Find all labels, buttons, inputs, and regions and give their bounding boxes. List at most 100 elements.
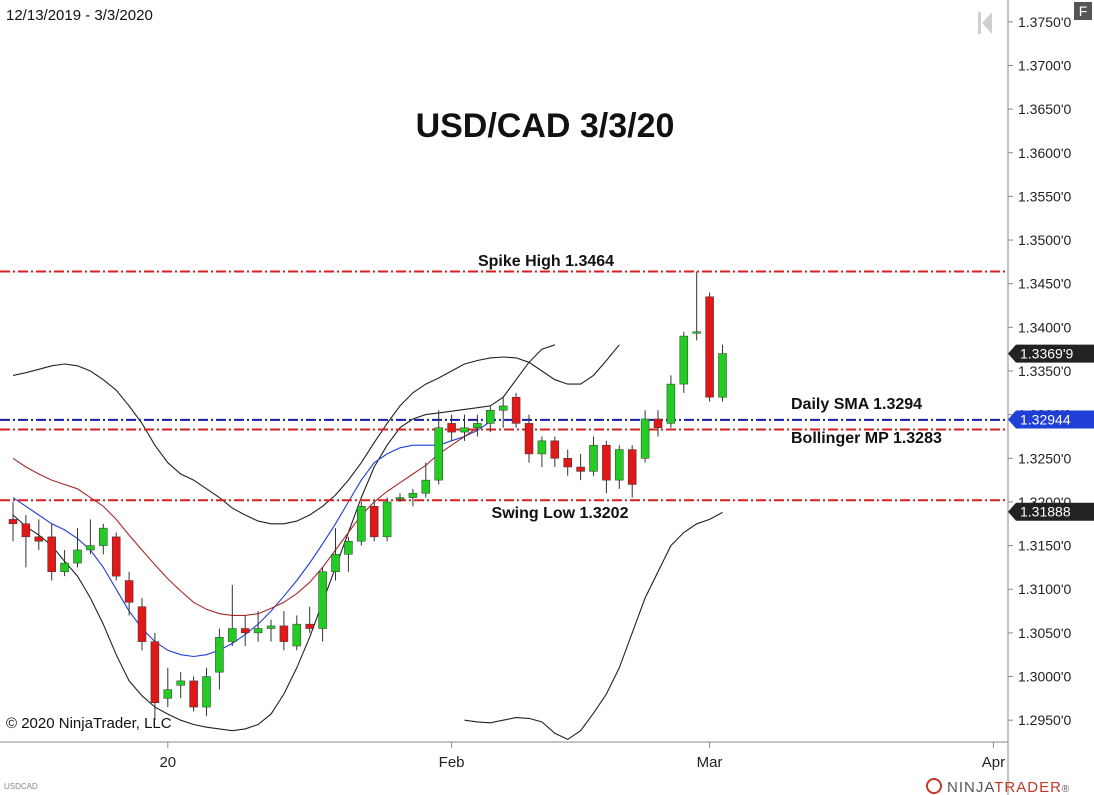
candle [176, 672, 185, 699]
candle-body [137, 606, 147, 642]
candle-body [615, 449, 624, 481]
candle [679, 331, 689, 393]
candle [408, 488, 418, 507]
candle-body [111, 536, 121, 577]
candle [653, 410, 663, 437]
candle [150, 632, 160, 721]
candle-body [563, 458, 572, 468]
candle-body [60, 562, 69, 573]
candle-body [589, 444, 598, 472]
candle [215, 628, 224, 690]
price-tag: 1.3369'9 [1008, 344, 1094, 363]
candle-body [473, 423, 482, 428]
candle-body [292, 623, 302, 647]
candle-body [344, 540, 353, 555]
indicator-upper-band [12, 344, 620, 525]
candle-body [537, 440, 547, 455]
candle [395, 493, 405, 502]
annotation-swing-low: Swing Low 1.3202 [492, 505, 629, 522]
corner-badge[interactable]: F [1074, 2, 1092, 20]
collapse-panel-icon[interactable] [978, 12, 992, 34]
candle-body [202, 676, 211, 708]
y-tick-label: 1.3450'0 [1018, 276, 1071, 292]
candle-body [679, 335, 689, 385]
candle-body [73, 549, 82, 564]
brand-accent: TRADER [994, 779, 1062, 795]
candle [279, 611, 289, 651]
candle-body [434, 427, 443, 481]
candle-body [653, 418, 663, 428]
candle-body [279, 625, 289, 642]
y-tick-label: 1.3750'0 [1018, 14, 1071, 30]
ninjatrader-logo: NINJATRADER® [926, 778, 1069, 795]
candle-body [666, 383, 676, 424]
candle [228, 584, 237, 646]
candle [369, 501, 379, 542]
price-tags: 1.3369'9 1.32944 1.31888 [1008, 344, 1094, 521]
candle [537, 436, 547, 468]
candle-body [163, 689, 173, 699]
x-tick-label: Feb [439, 754, 465, 771]
candle [524, 414, 534, 463]
candle-body [627, 449, 637, 485]
candle [111, 532, 121, 581]
brand-prefix: NINJA [947, 779, 994, 795]
candle [615, 445, 624, 489]
candle-body [357, 506, 366, 542]
candle [137, 597, 147, 651]
candle [163, 667, 173, 708]
y-tick-label: 1.3400'0 [1018, 319, 1071, 335]
candle-body [460, 427, 469, 433]
candle [266, 619, 276, 642]
candle [705, 292, 714, 402]
candle-body [511, 396, 521, 424]
date-range: 12/13/2019 - 3/3/2020 [6, 7, 153, 24]
candle-body [640, 418, 650, 459]
chart-title: USD/CAD 3/3/20 [416, 107, 675, 145]
candle-body [576, 466, 585, 472]
annotation-spike-high: Spike High 1.3464 [478, 253, 614, 270]
candle [550, 436, 560, 468]
price-tag-bg [1008, 502, 1094, 521]
candle-body [34, 536, 44, 542]
candle-body [692, 331, 701, 334]
candle [60, 549, 69, 577]
y-tick-label: 1.3500'0 [1018, 232, 1071, 248]
candle [86, 519, 95, 555]
candle [627, 445, 637, 498]
y-tick-label: 1.3550'0 [1018, 188, 1071, 204]
candle [21, 515, 31, 568]
price-tag: 1.32944 [1008, 410, 1094, 429]
price-tag-label: 1.32944 [1020, 412, 1071, 428]
candle-body [331, 554, 340, 573]
candle-body [718, 353, 727, 398]
annotation-bollinger-mp: Bollinger MP 1.3283 [791, 430, 942, 447]
candle [666, 375, 676, 428]
y-tick-label: 1.3100'0 [1018, 581, 1071, 597]
candle [576, 453, 585, 481]
x-tick-label: 20 [159, 754, 176, 771]
corner-badge-label: F [1079, 3, 1088, 19]
candle [692, 271, 701, 341]
candle-body [124, 580, 134, 603]
annotation-daily-sma: Daily SMA 1.3294 [791, 396, 922, 413]
candle [421, 462, 431, 498]
candle [486, 405, 495, 433]
y-tick-label: 1.3600'0 [1018, 145, 1071, 161]
candle-body [524, 423, 534, 455]
candle [344, 536, 353, 572]
candle [253, 611, 263, 642]
price-tag-label: 1.31888 [1020, 504, 1071, 520]
candle-body [395, 497, 405, 500]
candle-body [228, 628, 237, 642]
candle-body [705, 296, 714, 398]
candle-body [8, 519, 18, 525]
candle [447, 414, 456, 441]
candle [718, 344, 727, 402]
y-tick-label: 1.3150'0 [1018, 538, 1071, 554]
candle-body [253, 628, 263, 634]
candle [473, 414, 482, 437]
candle [434, 410, 443, 485]
candle [292, 615, 302, 651]
